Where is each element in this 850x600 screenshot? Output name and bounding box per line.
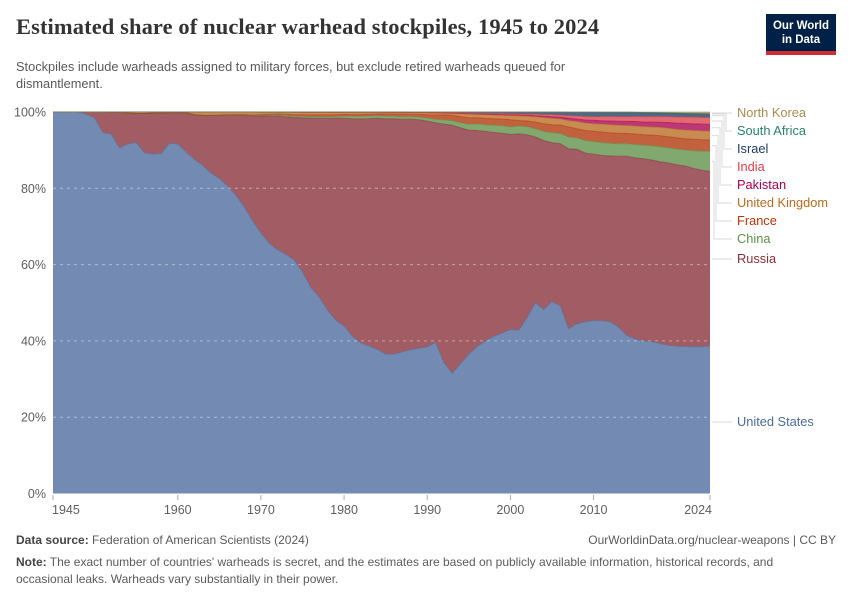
legend-connector <box>712 115 732 150</box>
chart-note: Note: The exact number of countries' war… <box>16 554 818 587</box>
legend-connector <box>712 160 732 240</box>
credit-url[interactable]: OurWorldinData.org/nuclear-weapons <box>588 533 790 547</box>
y-axis-label: 60% <box>21 258 46 272</box>
x-axis-label: 1990 <box>413 503 441 517</box>
chart-subtitle: Stockpiles include warheads assigned to … <box>16 59 566 92</box>
y-axis-label: 80% <box>21 182 46 196</box>
note-text: The exact number of countries' warheads … <box>16 555 774 586</box>
x-axis-label: 1945 <box>52 503 80 517</box>
legend-item-israel[interactable]: Israel <box>737 141 769 156</box>
chart-title: Estimated share of nuclear warhead stock… <box>16 14 600 39</box>
owid-logo-line2: in Data <box>781 33 821 46</box>
legend-item-north-korea[interactable]: North Korea <box>737 105 806 120</box>
owid-logo[interactable]: Our World in Data <box>765 14 836 56</box>
legend-item-united-kingdom[interactable]: United Kingdom <box>737 195 829 210</box>
boundary-united-states <box>53 111 711 375</box>
chart-footer: Data source: Federation of American Scie… <box>16 533 836 587</box>
y-axis-label: 40% <box>21 334 46 348</box>
legend-item-india[interactable]: India <box>737 159 765 174</box>
y-axis-label: 20% <box>21 411 46 425</box>
area-france[interactable] <box>53 112 710 152</box>
x-axis-label: 2010 <box>580 503 608 517</box>
legend-connector <box>712 145 732 222</box>
y-axis-label: 100% <box>14 106 46 120</box>
credit-separator: | <box>792 533 796 547</box>
legend-item-china[interactable]: China <box>737 231 771 246</box>
area-israel[interactable] <box>53 112 710 118</box>
owid-logo-line1: Our World <box>772 20 829 32</box>
data-source-label: Data source: <box>16 533 89 547</box>
note-label: Note: <box>16 555 47 569</box>
data-source: Data source: Federation of American Scie… <box>16 533 309 547</box>
area-china[interactable] <box>53 112 710 172</box>
credit: OurWorldinData.org/nuclear-weapons | CC … <box>588 533 836 547</box>
legend-connector <box>712 135 732 204</box>
legend-connector <box>712 113 732 132</box>
x-axis-label: 1980 <box>330 503 358 517</box>
x-axis-label: 2000 <box>496 503 524 517</box>
legend-connector <box>712 127 732 186</box>
legend-item-united-states[interactable]: United States <box>737 414 814 429</box>
area-united-kingdom[interactable] <box>53 112 710 140</box>
x-axis-label: 1960 <box>164 503 192 517</box>
legend-item-france[interactable]: France <box>737 213 777 228</box>
data-source-value: Federation of American Scientists (2024) <box>92 533 309 547</box>
legend-item-pakistan[interactable]: Pakistan <box>737 177 787 192</box>
x-axis-label: 1970 <box>247 503 275 517</box>
area-russia[interactable] <box>53 112 710 374</box>
legend-item-russia[interactable]: Russia <box>737 251 777 266</box>
boundary-france <box>53 111 711 141</box>
legend-connector <box>712 120 732 168</box>
area-united-states[interactable] <box>53 112 710 494</box>
legend-item-south-africa[interactable]: South Africa <box>737 123 807 138</box>
x-axis-label: 2024 <box>684 503 712 517</box>
credit-license: CC BY <box>799 533 836 547</box>
y-axis-label: 0% <box>28 487 46 501</box>
